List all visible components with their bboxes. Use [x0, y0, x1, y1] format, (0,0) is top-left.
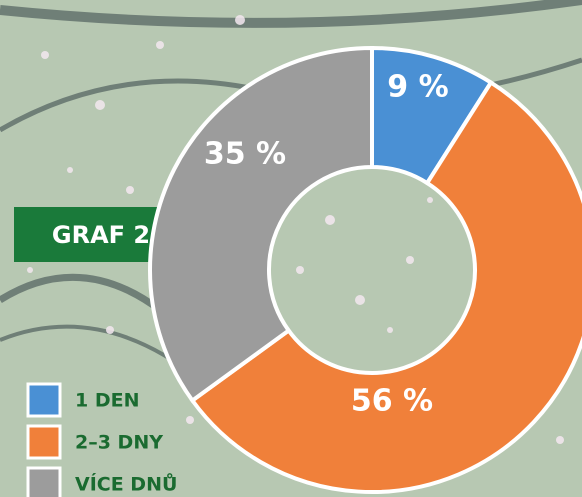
decoration	[27, 15, 564, 473]
legend-swatch	[26, 382, 62, 418]
data-label: 35 %	[204, 137, 286, 172]
legend-swatch	[26, 424, 62, 460]
data-label: 9 %	[387, 70, 448, 105]
legend-swatch	[26, 466, 62, 497]
donut-slice	[148, 45, 374, 404]
data-label: 56 %	[351, 384, 433, 419]
donut-slice	[189, 79, 582, 494]
legend-label: 1 DEN	[75, 390, 140, 412]
decoration	[0, 0, 582, 28]
legend-label: 2–3 DNY	[75, 432, 163, 454]
legend-label: VÍCE DNŮ	[75, 472, 177, 496]
chart-title: GRAF 2	[52, 221, 150, 249]
